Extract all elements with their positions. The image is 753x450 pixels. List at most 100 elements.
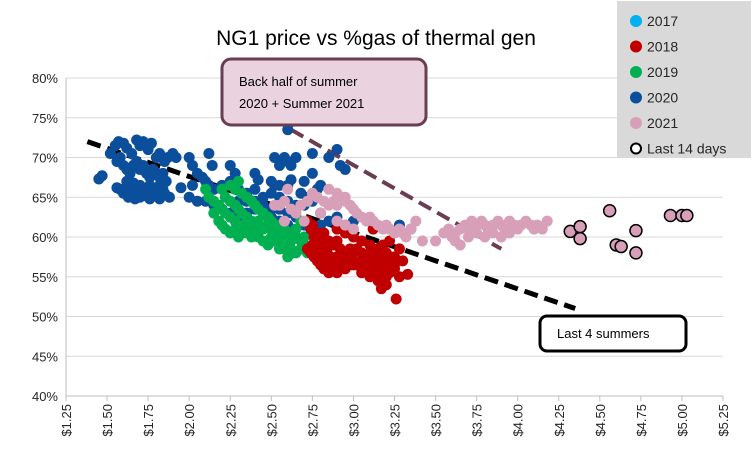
data-point [393,243,405,255]
data-point [323,183,335,195]
x-tick-label: $2.25 [223,404,238,437]
data-point [252,174,264,186]
data-point [191,195,203,207]
data-point [241,219,253,231]
data-point [154,148,166,160]
y-tick-label: 75% [32,111,58,126]
x-tick-label: $4.25 [552,404,567,437]
data-point [175,182,187,194]
data-point [315,207,327,219]
data-point [236,227,248,239]
data-point [298,231,310,243]
data-point [278,215,290,227]
data-point [331,259,343,271]
data-point [389,259,400,271]
annotation-last-4-summers: Last 4 summers [538,314,688,353]
x-tick-label: $5.00 [675,404,690,437]
legend-marker [630,117,642,129]
legend-label: 2019 [647,64,678,80]
data-point [390,293,402,305]
y-tick-label: 65% [32,190,58,205]
data-point [249,183,261,195]
data-point [397,255,409,267]
data-point [602,204,617,218]
legend-label: Last 14 days [647,141,726,157]
data-point [104,148,116,160]
data-point [405,223,417,235]
data-point [573,231,587,246]
x-tick-label: $5.25 [716,404,731,437]
y-tick-label: 40% [32,389,58,404]
data-point [290,207,302,219]
data-point [301,195,313,207]
data-point [416,235,428,247]
data-point [347,259,359,271]
data-point [663,208,678,223]
data-point [339,219,351,231]
data-point [331,187,343,199]
y-tick-label: 50% [32,310,58,325]
data-point [126,148,138,160]
y-tick-label: 60% [32,230,58,245]
data-point [96,170,108,182]
data-point [274,159,286,171]
x-tick-label: $4.00 [511,404,526,437]
data-point [331,215,343,227]
legend-item: 2020 [630,90,678,106]
data-point [331,223,343,235]
data-point [323,255,335,267]
data-point [246,227,258,239]
data-point [339,191,351,203]
series-last-14-days [563,204,694,260]
data-point [402,268,414,280]
data-point [400,231,412,243]
data-point [208,207,220,219]
y-tick-label: 70% [32,151,58,166]
data-point [306,239,318,251]
data-point [339,227,351,239]
data-point [306,148,318,160]
legend-item: 2018 [630,39,678,55]
annotation-back-half-summer: Back half of summer 2020 + Summer 2021 [220,57,428,127]
legend-item: 2017 [630,13,678,29]
data-point [170,152,182,163]
y-tick-label: 55% [32,270,58,285]
data-point [186,159,198,171]
legend-background [617,1,751,158]
legend: 2017 2018 2019 2020 2021 Last 14 days [617,1,751,158]
x-tick-label: $2.75 [305,404,320,437]
data-point [331,267,343,279]
legend-marker [630,15,642,27]
data-point [285,159,297,171]
data-point [680,208,694,223]
x-tick-label: $1.25 [59,404,74,437]
data-point [232,175,244,187]
data-point [462,231,474,243]
data-point [356,267,368,279]
x-tick-label: $3.25 [388,404,403,437]
data-point [186,179,198,191]
data-point [410,215,422,227]
x-tick-label: $2.50 [264,404,279,437]
x-tick-label: $3.00 [346,404,361,437]
x-tick-label: $2.00 [182,404,197,437]
data-point [287,247,299,259]
data-point [364,271,376,283]
chart-title: NG1 price vs %gas of thermal gen [216,27,536,50]
data-point [454,239,466,251]
legend-item: Last 14 days [630,141,726,157]
data-point [163,191,175,203]
legend-label: 2020 [647,90,678,106]
legend-marker [630,66,642,78]
x-tick-label: $1.75 [141,404,156,437]
data-point [479,231,491,243]
data-point [183,191,195,203]
data-point [265,215,277,227]
data-point [487,227,499,239]
data-point [323,152,335,163]
data-point [629,246,643,260]
data-point [285,174,297,186]
data-point [206,159,218,171]
data-point [389,251,400,263]
